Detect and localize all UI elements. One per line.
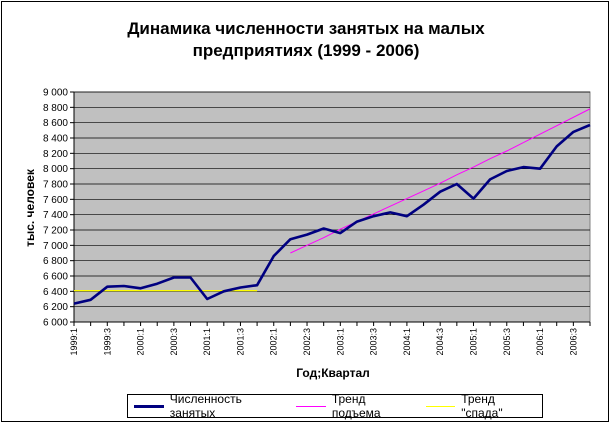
y-tick-label: 8 800 (43, 103, 68, 114)
legend-label-employment: Численность занятых (169, 392, 242, 420)
x-tick-label: 2003:3 (369, 328, 379, 356)
x-tick-label: 2006:1 (535, 328, 545, 356)
x-tick-label: 2000:3 (169, 328, 179, 356)
y-tick-label: 6 600 (43, 272, 68, 283)
x-tick-label: 2006:3 (568, 328, 578, 356)
legend-label-trend-down: Тренд "спада" (461, 392, 503, 420)
x-axis-label: Год;Квартал (296, 366, 370, 380)
y-tick-label: 7 800 (43, 180, 68, 191)
chart-title: Динамика численности занятых на малых пр… (0, 18, 612, 62)
y-tick-label: 7 200 (43, 226, 68, 237)
series-employment-line (73, 123, 591, 305)
legend-swatch-employment (134, 404, 164, 408)
x-tick-label: 2005:1 (468, 328, 478, 356)
x-tick-label: 1999:3 (102, 328, 112, 356)
x-tick-label: 1999:1 (69, 328, 79, 356)
plot-area (73, 91, 591, 323)
y-tick-label: 7 000 (43, 241, 68, 252)
chart-title-line2: предприятиях (1999 - 2006) (192, 41, 420, 60)
y-tick-label: 9 000 (43, 88, 68, 99)
legend-item-trend-up: Тренд подъема (296, 392, 411, 420)
x-tick-label: 2004:3 (435, 328, 445, 356)
x-tick-label: 2000:1 (136, 328, 146, 356)
chart-title-line1: Динамика численности занятых на малых (127, 19, 485, 38)
x-tick-label: 2002:1 (269, 328, 279, 356)
legend-item-employment: Численность занятых (134, 392, 282, 420)
x-tick-label: 2003:1 (335, 328, 345, 356)
y-tick-label: 8 400 (43, 134, 68, 145)
legend-swatch-trend-up (296, 405, 326, 407)
y-tick-label: 7 600 (43, 195, 68, 206)
legend-item-trend-down: Тренд "спада" (425, 392, 535, 420)
y-tick-label: 6 400 (43, 287, 68, 298)
x-tick-label: 2001:1 (202, 328, 212, 356)
legend: Численность занятых Тренд подъема Тренд … (127, 392, 543, 420)
x-tick-label: 2004:1 (402, 328, 412, 356)
y-tick-label: 6 800 (43, 256, 68, 267)
x-tick-label: 2002:3 (302, 328, 312, 356)
series-trend-up-line (290, 142, 524, 254)
legend-label-trend-up: Тренд подъема (331, 392, 381, 420)
y-tick-label: 7 400 (43, 210, 68, 221)
series-trend-up-extension (523, 108, 591, 144)
x-tick-label: 2001:3 (235, 328, 245, 356)
y-tick-label: 6 000 (43, 318, 68, 329)
y-tick-label: 8 200 (43, 149, 68, 160)
y-tick-label: 8 000 (43, 164, 68, 175)
x-tick-label: 2005:3 (502, 328, 512, 356)
y-tick-label: 8 600 (43, 118, 68, 129)
y-tick-label: 6 200 (43, 302, 68, 313)
legend-swatch-trend-down (425, 405, 456, 407)
